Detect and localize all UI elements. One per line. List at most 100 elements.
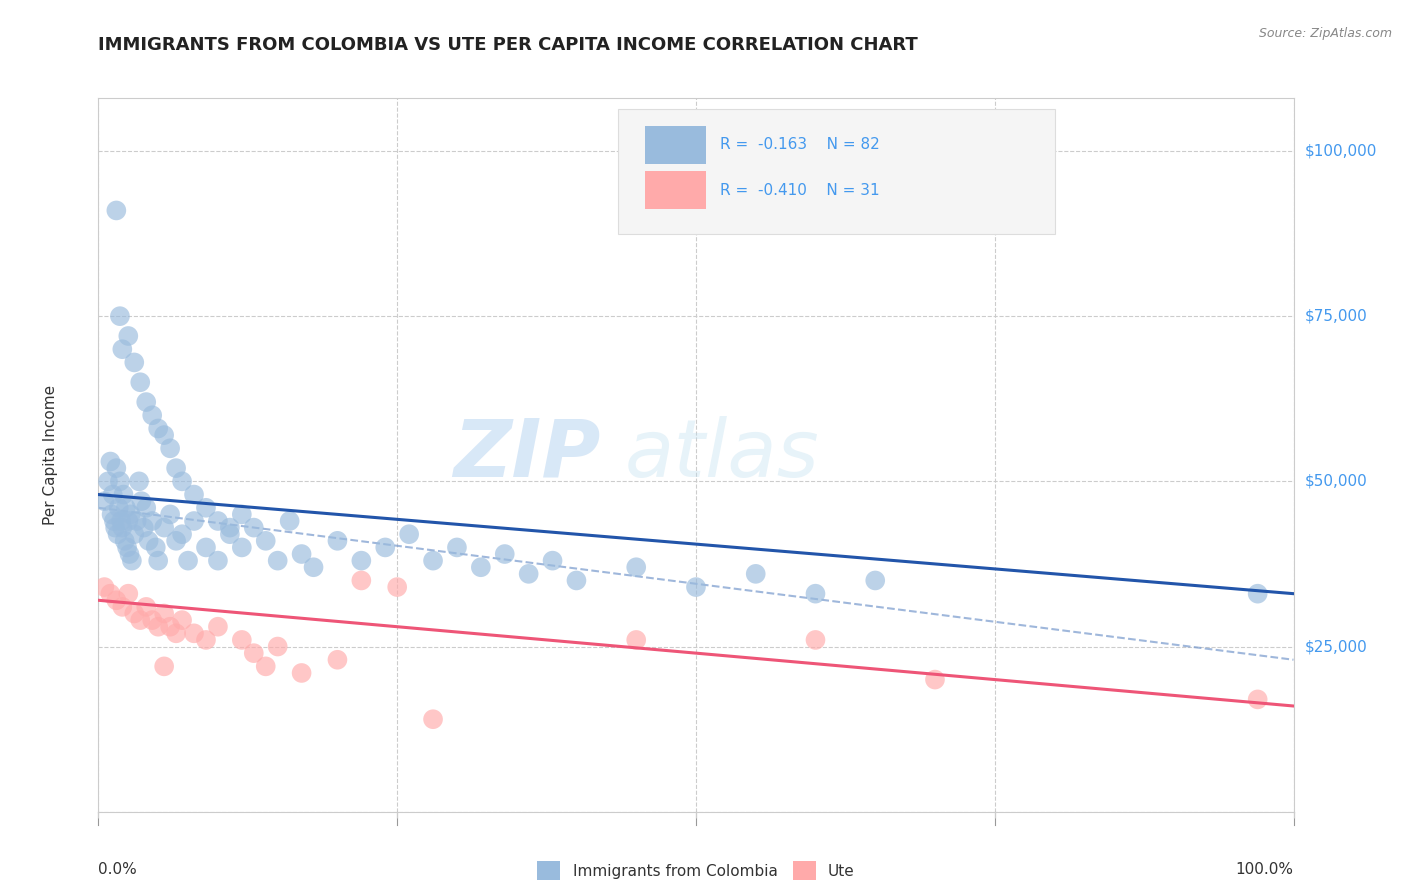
Point xyxy=(183,514,205,528)
Point xyxy=(624,560,647,574)
Point xyxy=(132,520,155,534)
Point xyxy=(97,475,120,489)
Point xyxy=(350,554,373,568)
Point xyxy=(105,203,128,218)
Point xyxy=(1246,692,1268,706)
Text: $50,000: $50,000 xyxy=(1305,474,1368,489)
Point xyxy=(398,527,420,541)
Point xyxy=(98,454,122,468)
Point xyxy=(117,587,139,601)
Point xyxy=(148,421,170,435)
Point xyxy=(172,527,194,541)
Point xyxy=(207,620,229,634)
Text: atlas: atlas xyxy=(624,416,820,494)
Point xyxy=(159,442,181,456)
Text: Per Capita Income: Per Capita Income xyxy=(44,384,58,525)
Point xyxy=(207,514,229,528)
Point xyxy=(117,329,139,343)
Point xyxy=(135,599,157,614)
Point xyxy=(165,533,187,548)
Point xyxy=(115,541,138,555)
Text: 100.0%: 100.0% xyxy=(1236,862,1294,877)
Point xyxy=(177,554,200,568)
Point xyxy=(924,673,946,687)
Point xyxy=(194,541,217,555)
Point xyxy=(267,640,290,654)
Point xyxy=(326,653,349,667)
Point xyxy=(541,554,564,568)
Point xyxy=(107,527,129,541)
FancyBboxPatch shape xyxy=(644,126,706,164)
Point xyxy=(111,342,134,356)
Point xyxy=(108,475,131,489)
Point xyxy=(494,547,516,561)
Point xyxy=(114,533,136,548)
Point xyxy=(148,554,170,568)
Text: IMMIGRANTS FROM COLOMBIA VS UTE PER CAPITA INCOME CORRELATION CHART: IMMIGRANTS FROM COLOMBIA VS UTE PER CAPI… xyxy=(98,36,918,54)
Text: $75,000: $75,000 xyxy=(1305,309,1368,324)
Text: R =  -0.163    N = 82: R = -0.163 N = 82 xyxy=(720,137,880,152)
Text: $25,000: $25,000 xyxy=(1305,639,1368,654)
Point xyxy=(183,487,205,501)
Point xyxy=(194,500,217,515)
Point xyxy=(124,355,146,369)
Point xyxy=(172,475,194,489)
Point xyxy=(121,554,143,568)
Point xyxy=(145,541,167,555)
Point xyxy=(302,560,325,574)
Point xyxy=(470,560,492,574)
Point xyxy=(108,309,131,323)
Point xyxy=(267,554,290,568)
Point xyxy=(141,613,163,627)
Point xyxy=(374,541,396,555)
Point xyxy=(105,461,128,475)
Point xyxy=(278,514,301,528)
Point xyxy=(290,547,312,561)
Point xyxy=(159,508,181,522)
Point xyxy=(804,632,827,647)
Text: R =  -0.410    N = 31: R = -0.410 N = 31 xyxy=(720,183,880,198)
Point xyxy=(231,508,253,522)
Point xyxy=(148,620,170,634)
Point xyxy=(111,599,134,614)
Point xyxy=(231,632,253,647)
Point xyxy=(153,607,176,621)
Point xyxy=(118,547,141,561)
Point xyxy=(183,626,205,640)
Text: ZIP: ZIP xyxy=(453,416,600,494)
Point xyxy=(125,514,148,528)
Point xyxy=(103,514,125,528)
Point xyxy=(242,646,264,660)
Point xyxy=(128,475,150,489)
Point xyxy=(141,514,163,528)
Point xyxy=(219,520,242,534)
Point xyxy=(172,613,194,627)
Point xyxy=(117,514,139,528)
Point xyxy=(105,593,128,607)
Point xyxy=(153,520,176,534)
Point xyxy=(135,395,157,409)
Point xyxy=(350,574,373,588)
Point xyxy=(207,554,229,568)
Point xyxy=(422,554,444,568)
Point xyxy=(685,580,707,594)
Point xyxy=(219,527,242,541)
Point xyxy=(93,494,115,508)
Point xyxy=(120,508,142,522)
Point xyxy=(112,487,135,501)
Point xyxy=(254,659,277,673)
Legend: Immigrants from Colombia, Ute: Immigrants from Colombia, Ute xyxy=(531,855,860,886)
Point xyxy=(124,527,146,541)
Point xyxy=(159,620,181,634)
Point xyxy=(1246,587,1268,601)
Point xyxy=(129,613,152,627)
Point xyxy=(135,500,157,515)
Point xyxy=(165,626,187,640)
FancyBboxPatch shape xyxy=(644,171,706,210)
Point xyxy=(565,574,588,588)
Text: $100,000: $100,000 xyxy=(1305,144,1376,159)
Point xyxy=(385,580,409,594)
Point xyxy=(141,409,163,423)
Point xyxy=(104,520,127,534)
Point xyxy=(129,376,152,390)
